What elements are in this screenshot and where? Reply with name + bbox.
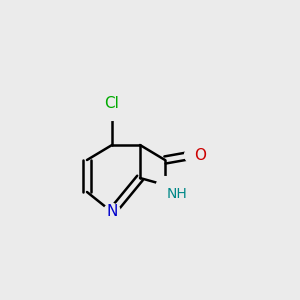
Circle shape (157, 177, 173, 194)
Circle shape (184, 147, 201, 164)
Text: O: O (194, 148, 206, 163)
Text: Cl: Cl (105, 95, 119, 110)
Circle shape (103, 204, 120, 220)
Text: NH: NH (167, 187, 187, 200)
Text: N: N (106, 205, 118, 220)
Circle shape (103, 103, 120, 120)
